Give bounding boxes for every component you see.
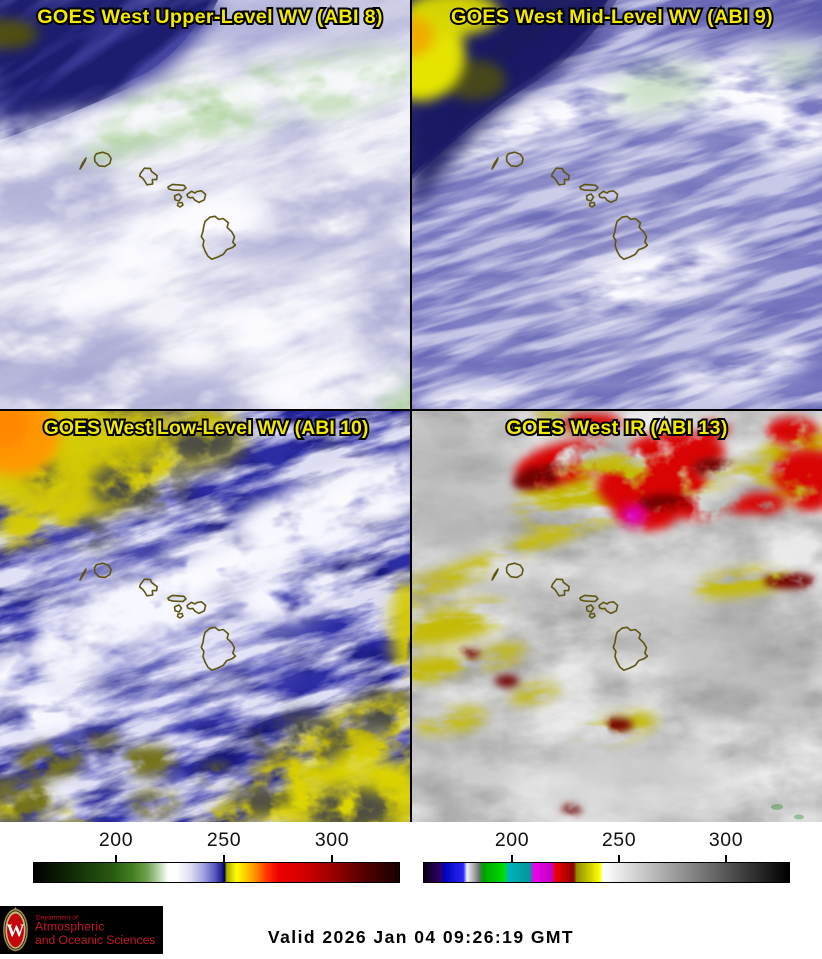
svg-text:Atmospheric: Atmospheric — [35, 920, 104, 934]
svg-text:GOES West Low-Level WV (ABI 10: GOES West Low-Level WV (ABI 10) — [44, 417, 369, 439]
svg-text:GOES West Upper-Level WV (ABI: GOES West Upper-Level WV (ABI 8) — [37, 6, 383, 28]
svg-text:GOES West Mid-Level WV (ABI 9): GOES West Mid-Level WV (ABI 9) — [451, 6, 773, 28]
svg-text:W: W — [7, 921, 25, 941]
svg-text:and Oceanic Sciences: and Oceanic Sciences — [35, 933, 155, 947]
svg-text:GOES West IR (ABI 13): GOES West IR (ABI 13) — [506, 417, 727, 439]
svg-text:Department of: Department of — [36, 915, 78, 922]
